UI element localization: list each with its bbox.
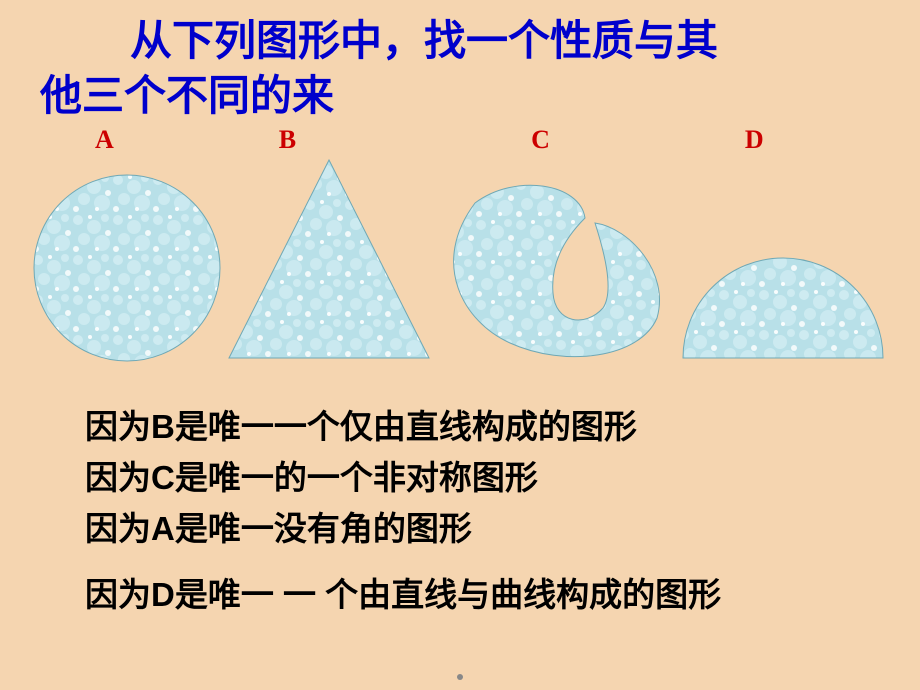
shape-d-semicircle [677, 248, 890, 363]
option-label-c: C [531, 125, 550, 155]
shape-c-concave-blob [434, 178, 677, 363]
answer-line-a: 因为A是唯一没有角的图形 [85, 503, 920, 554]
option-label-b: B [279, 125, 296, 155]
answer-line-b: 因为B是唯一一个仅由直线构成的图形 [85, 401, 920, 452]
answer-line-d: 因为D是唯一 一 个由直线与曲线构成的图形 [85, 569, 920, 620]
shape-b-triangle [224, 158, 434, 363]
answer-line-c: 因为C是唯一的一个非对称图形 [85, 452, 920, 503]
option-label-d: D [745, 125, 764, 155]
shape-a-circle [30, 173, 224, 363]
answers-block: 因为B是唯一一个仅由直线构成的图形 因为C是唯一的一个非对称图形 因为A是唯一没… [0, 401, 920, 620]
title-line-1: 从下列图形中，找一个性质与其 [40, 14, 880, 69]
option-label-a: A [95, 125, 114, 155]
title-line-2: 他三个不同的来 [40, 69, 880, 124]
shapes-row [0, 163, 920, 363]
page-indicator-dot [457, 674, 463, 680]
question-title: 从下列图形中，找一个性质与其 他三个不同的来 [0, 0, 920, 123]
option-labels-row: A B C D [0, 125, 920, 155]
